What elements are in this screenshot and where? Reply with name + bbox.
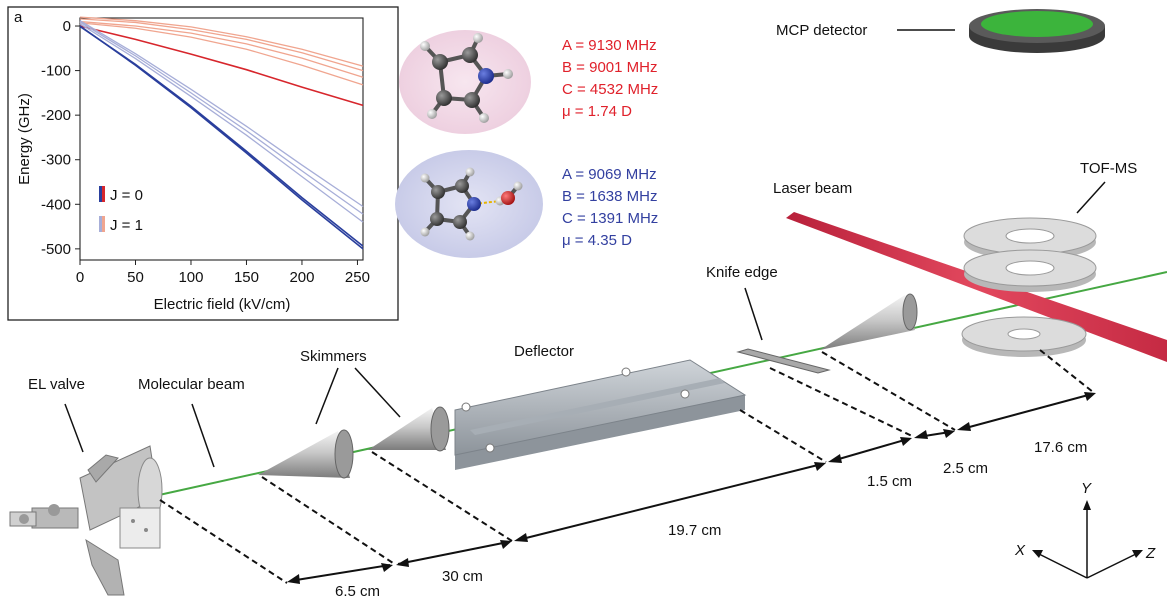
pyrrole-param-b: B = 9001 MHz [562,59,657,76]
inset-frame [7,6,399,321]
skimmer-3-icon [820,293,918,350]
pyrrole-water-atoms [420,167,523,241]
chart-ylabel: Energy (GHz) [16,93,33,185]
y-tick-label-1: -100 [41,63,71,80]
pyrrole-atoms [420,33,513,123]
pyrrole-parameters: A = 9130 MHz B = 9001 MHz C = 4532 MHz μ… [562,37,658,120]
arrow-30 [397,541,509,565]
series-line-7 [79,23,364,223]
skimmer-2-icon [368,406,450,452]
knife-edge-label: Knife edge [706,264,778,281]
el-valve-leader [64,403,84,453]
deflector-icon [454,359,747,470]
series-line-9 [79,25,364,247]
arrow-17-6 [961,393,1093,430]
tof-plate-middle [963,249,1097,292]
pyrrole-param-a: A = 9130 MHz [562,37,657,54]
series-line-5 [79,20,364,208]
arrow-heads [287,392,1096,584]
x-tick-label-2: 100 [178,269,203,286]
x-tick-label-4: 200 [289,269,314,286]
x-tick-label-0: 0 [76,269,84,286]
series-line-4 [79,25,364,107]
legend-swatch-j1 [99,216,105,232]
el-valve-icon [9,445,163,596]
laser-label: Laser beam [773,180,852,197]
distance-label-1-5: 1.5 cm [867,473,912,490]
knife-edge-leader [744,287,763,341]
tof-ms-label: TOF-MS [1080,160,1137,177]
arrow-19-7 [517,463,823,541]
pyrrole-halo [399,30,531,134]
series-line-0 [79,16,364,67]
y-tick-label-2: -200 [41,107,71,124]
legend-swatch-j0 [99,186,105,202]
pyrrole-water-param-b: B = 1638 MHz [562,188,657,205]
molecular-beam-label: Molecular beam [138,376,245,393]
skimmers-label: Skimmers [300,348,367,365]
distance-label-30: 30 cm [442,568,483,585]
pyrrole-water-parameters: A = 9069 MHz B = 1638 MHz C = 1391 MHz μ… [562,166,658,249]
tof-ms-leader [1076,181,1106,214]
skimmer-1-icon [258,429,354,479]
coordinate-axes-icon [1036,505,1139,579]
y-tick-label-0: 0 [63,18,71,35]
dashed-projections [159,349,1094,584]
chart-plot-area [79,17,364,261]
legend-label-j1: J = 1 [110,217,143,234]
arrow-1-5 [831,438,909,462]
coordinate-axes-arrowheads [1032,500,1143,558]
chart-xlabel: Electric field (kV/cm) [154,296,291,313]
distance-label-2-5: 2.5 cm [943,460,988,477]
molecular-beam-leader [191,403,215,468]
arrow-6-5 [289,564,391,582]
tof-plate-top [963,217,1097,260]
pyrrole-water-param-mu: μ = 4.35 D [562,232,632,249]
y-tick-label-4: -400 [41,196,71,213]
axis-label-x: X [1014,542,1026,559]
distance-arrows [289,393,1093,582]
inset-panel: a 0 50 100 150 200 250 0 -100 -200 -300 -400 -500 E… [7,6,658,321]
y-tick-label-5: -500 [41,241,71,258]
series-line-2 [79,20,364,78]
pyrrole-param-c: C = 4532 MHz [562,81,658,98]
legend-label-j0: J = 0 [110,187,143,204]
tof-ms-plates [961,217,1097,357]
axis-label-y: Y [1081,480,1092,497]
distance-label-17-6: 17.6 cm [1034,439,1087,456]
mcp-label: MCP detector [776,22,867,39]
deflector-label: Deflector [514,343,574,360]
knife-edge-icon [736,348,831,374]
skimmers-leader-2 [354,367,401,418]
energy-chart: 0 50 100 150 200 250 0 -100 -200 -300 -400 -500 Ele… [16,16,370,313]
panel-label: a [14,9,23,26]
mcp-detector-icon [969,9,1105,53]
axis-label-z: Z [1145,545,1156,562]
distance-label-6-5: 6.5 cm [335,583,380,596]
y-tick-label-3: -300 [41,152,71,169]
series-line-3 [79,22,364,86]
chart-legend: J = 0 J = 1 [99,186,143,234]
pyrrole-param-mu: μ = 1.74 D [562,103,632,120]
pyrrole-water-param-a: A = 9069 MHz [562,166,657,183]
series-line-6 [79,21,364,215]
pyrrole-water-param-c: C = 1391 MHz [562,210,658,227]
distance-label-19-7: 19.7 cm [668,522,721,539]
x-tick-label-5: 250 [345,269,370,286]
x-tick-label-1: 50 [127,269,144,286]
series-line-1 [79,18,364,72]
x-tick-label-3: 150 [234,269,259,286]
tof-plate-bottom [961,316,1087,357]
pyrrole-molecule [399,30,531,134]
el-valve-label: EL valve [28,376,85,393]
skimmers-leader-1 [315,367,339,425]
pyrrole-water-molecule [395,150,543,258]
